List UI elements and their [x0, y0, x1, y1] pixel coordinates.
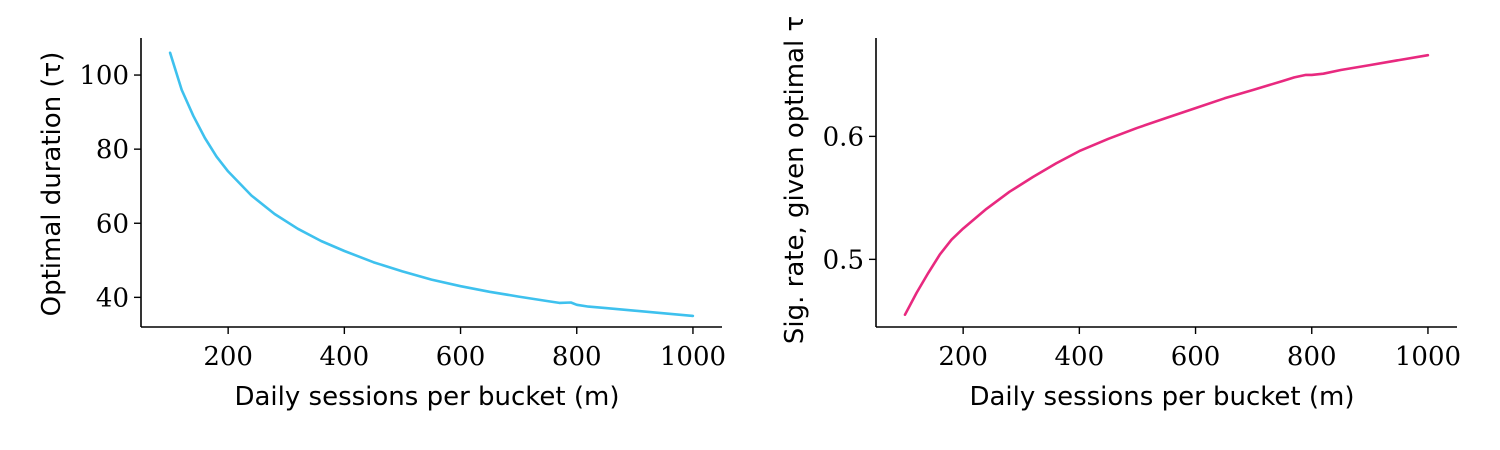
right-x-tick-label-1000: 1000 [1395, 342, 1461, 372]
left-x-ticks: 200 400 600 800 1000 [203, 327, 726, 372]
right-y-tick-label-0.5: 0.5 [823, 245, 864, 275]
left-y-tick-label-40: 40 [96, 283, 129, 313]
left-x-tick-label-400: 400 [320, 342, 370, 372]
left-series-line [168, 51, 695, 318]
chart-left-optimal-duration: 200 400 600 800 1000 40 60 80 100 Daily session… [37, 38, 726, 412]
right-x-ticks: 200 400 600 800 1000 [938, 327, 1461, 372]
right-y-ticks: 0.5 0.6 [823, 122, 876, 275]
right-x-tick-label-200: 200 [938, 342, 988, 372]
left-x-tick-label-600: 600 [436, 342, 486, 372]
right-x-axis-label: Daily sessions per bucket (m) [969, 382, 1354, 412]
left-x-axis-label: Daily sessions per bucket (m) [234, 382, 619, 412]
right-x-tick-label-800: 800 [1287, 342, 1337, 372]
chart-right-sig-rate: 200 400 600 800 1000 0.5 0.6 Daily sessions p… [780, 16, 1461, 412]
left-x-tick-label-200: 200 [203, 342, 253, 372]
right-y-axis-label: Sig. rate, given optimal τ [780, 16, 810, 344]
left-x-tick-label-800: 800 [552, 342, 602, 372]
left-y-tick-label-60: 60 [96, 209, 129, 239]
left-y-tick-label-100: 100 [79, 61, 129, 91]
left-y-tick-label-80: 80 [96, 135, 129, 165]
right-x-tick-label-400: 400 [1055, 342, 1105, 372]
left-x-tick-label-1000: 1000 [660, 342, 726, 372]
right-series-line [903, 53, 1430, 316]
left-y-ticks: 40 60 80 100 [79, 61, 141, 313]
right-x-tick-label-600: 600 [1171, 342, 1221, 372]
left-y-axis-label: Optimal duration (τ) [37, 52, 67, 317]
right-y-tick-label-0.6: 0.6 [823, 122, 864, 152]
